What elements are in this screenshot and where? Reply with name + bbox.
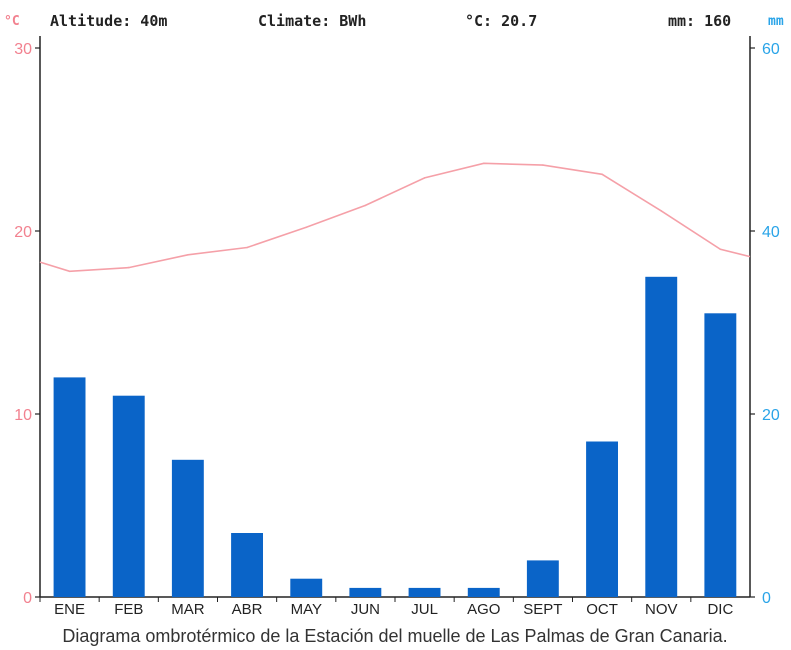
precip-bar-ene	[53, 377, 86, 597]
month-label-oct: OCT	[586, 601, 618, 618]
month-label-ene: ENE	[54, 601, 85, 618]
month-label-jul: JUL	[411, 601, 438, 618]
month-label-mar: MAR	[171, 601, 205, 618]
left-tick-label: 30	[14, 41, 32, 58]
precip-bar-dic	[704, 313, 737, 597]
temperature-point-jun	[364, 204, 367, 207]
temperature-point-may	[305, 226, 308, 229]
month-label-ago: AGO	[467, 601, 500, 618]
right-unit-label: mm	[768, 14, 784, 29]
temperature-point-oct	[601, 173, 603, 176]
temperature-point-abr	[246, 246, 248, 249]
temperature-point-nov	[660, 210, 663, 212]
left-unit-label: °C	[4, 14, 20, 29]
right-tick-label: 0	[762, 590, 771, 607]
month-label-dic: DIC	[707, 601, 733, 618]
right-tick-label: 60	[762, 41, 780, 58]
month-label-nov: NOV	[645, 601, 678, 618]
axis-ticks: 0 10 20 30 0 20 40 60	[14, 41, 780, 607]
month-label-abr: ABR	[232, 601, 263, 618]
right-tick-label: 20	[762, 407, 780, 424]
temperature-point-jul	[423, 177, 426, 179]
month-labels: ENE FEB MAR ABR MAY JUN JUL AGO SEPT OCT NOV DIC	[54, 601, 733, 618]
axes	[39, 36, 751, 598]
month-label-feb: FEB	[114, 601, 143, 618]
precip-bar-nov	[645, 276, 678, 598]
climate-label: Climate: BWh	[258, 12, 366, 30]
precip-bar-ago	[467, 587, 500, 597]
precipitation-bars	[53, 276, 737, 598]
left-tick-label: 20	[14, 224, 32, 241]
precip-bar-may	[290, 578, 323, 597]
month-label-sept: SEPT	[523, 601, 562, 618]
precip-bar-sept	[526, 560, 559, 597]
month-label-may: MAY	[291, 601, 322, 618]
precip-bar-jul	[408, 587, 441, 597]
precip-bar-jun	[349, 587, 382, 597]
month-label-jun: JUN	[351, 601, 380, 618]
temperature-line-group	[39, 162, 751, 273]
temperature-point-dic	[719, 248, 722, 251]
left-tick-label: 10	[14, 407, 32, 424]
chart-caption: Diagrama ombrotérmico de la Estación del…	[62, 626, 727, 646]
temperature-point-sept	[542, 164, 544, 166]
precip-bar-mar	[171, 459, 204, 598]
precip-bar-oct	[586, 441, 618, 597]
mean-temp-label: °C: 20.7	[465, 12, 537, 30]
temperature-point-mar	[187, 254, 189, 256]
total-precip-label: mm: 160	[668, 12, 731, 30]
precip-bar-feb	[112, 395, 145, 597]
temperature-point-ene	[68, 270, 71, 273]
precip-bar-abr	[231, 533, 263, 597]
right-tick-label: 40	[762, 224, 780, 241]
altitude-label: Altitude: 40m	[50, 12, 167, 30]
left-tick-label: 0	[23, 590, 32, 607]
temperature-line	[39, 162, 751, 273]
temperature-point-ago	[483, 162, 485, 165]
temperature-point-feb	[128, 266, 130, 269]
